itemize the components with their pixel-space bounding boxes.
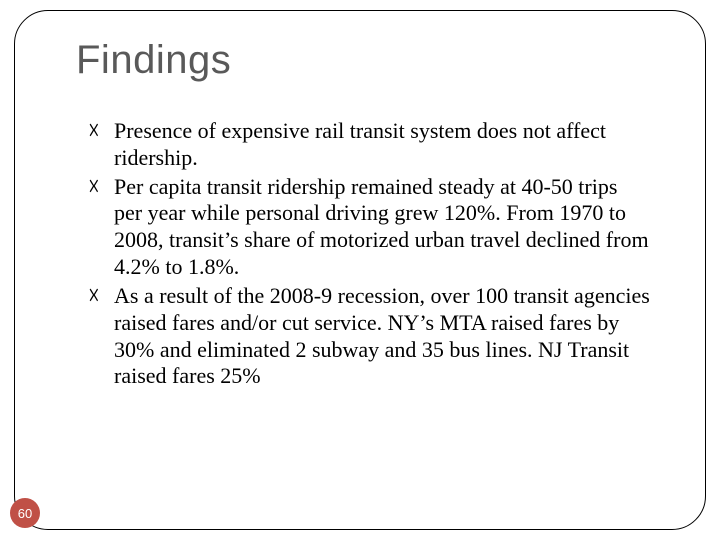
bullet-text: As a result of the 2008-9 recession, ove…: [114, 283, 650, 388]
slide-title: Findings: [76, 38, 231, 83]
bullet-item: ☓ Per capita transit ridership remained …: [88, 174, 650, 281]
bullet-marker-icon: ☓: [88, 118, 100, 145]
bullet-marker-icon: ☓: [88, 174, 100, 201]
slide-content: ☓ Presence of expensive rail transit sys…: [88, 118, 650, 392]
bullet-marker-icon: ☓: [88, 283, 100, 310]
page-number: 60: [18, 506, 32, 521]
slide: Findings ☓ Presence of expensive rail tr…: [0, 0, 720, 540]
page-number-badge: 60: [10, 498, 40, 528]
bullet-text: Presence of expensive rail transit syste…: [114, 118, 606, 170]
bullet-item: ☓ Presence of expensive rail transit sys…: [88, 118, 650, 172]
bullet-item: ☓ As a result of the 2008-9 recession, o…: [88, 283, 650, 390]
bullet-text: Per capita transit ridership remained st…: [114, 174, 649, 279]
